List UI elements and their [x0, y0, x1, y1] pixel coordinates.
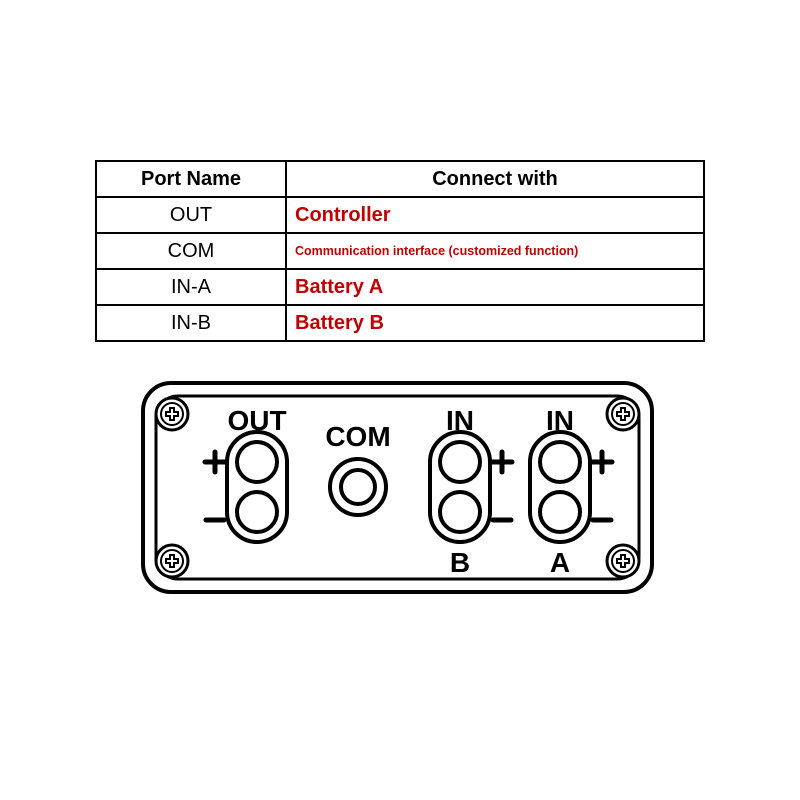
port-cell: COM: [96, 233, 286, 269]
header-connect: Connect with: [286, 161, 704, 197]
screw-icon: [607, 398, 639, 430]
port-cell: IN-A: [96, 269, 286, 305]
svg-text:IN: IN: [446, 405, 474, 436]
screw-icon: [607, 545, 639, 577]
connector-panel: OUT COM IN B IN A: [140, 380, 655, 595]
port-cell: OUT: [96, 197, 286, 233]
table-row: COMCommunication interface (customized f…: [96, 233, 704, 269]
header-port: Port Name: [96, 161, 286, 197]
dual-port-icon: [530, 432, 590, 542]
dual-port-icon: [430, 432, 490, 542]
table-row: OUTController: [96, 197, 704, 233]
svg-text:A: A: [550, 547, 570, 578]
table-row: IN-ABattery A: [96, 269, 704, 305]
screw-icon: [156, 398, 188, 430]
connect-cell: Battery A: [286, 269, 704, 305]
port-table-body: OUTControllerCOMCommunication interface …: [96, 197, 704, 341]
port-table-wrap: Port Name Connect with OUTControllerCOMC…: [95, 160, 705, 342]
svg-text:OUT: OUT: [227, 405, 286, 436]
svg-text:COM: COM: [325, 421, 390, 452]
port-table: Port Name Connect with OUTControllerCOMC…: [95, 160, 705, 342]
screw-icon: [156, 545, 188, 577]
svg-text:IN: IN: [546, 405, 574, 436]
dual-port-icon: [227, 432, 287, 542]
svg-text:B: B: [450, 547, 470, 578]
port-cell: IN-B: [96, 305, 286, 341]
panel-svg: OUT COM IN B IN A: [140, 380, 655, 595]
table-row: IN-BBattery B: [96, 305, 704, 341]
connect-cell: Controller: [286, 197, 704, 233]
com-port-icon: [330, 459, 386, 515]
connect-cell: Battery B: [286, 305, 704, 341]
connect-cell: Communication interface (customized func…: [286, 233, 704, 269]
